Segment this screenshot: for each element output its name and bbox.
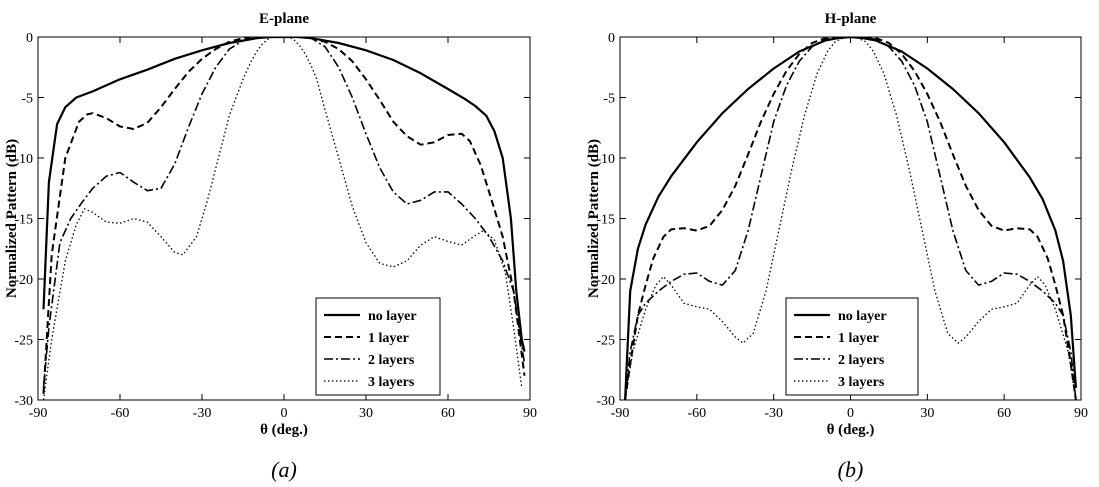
x-tick-label: 60 <box>997 406 1011 421</box>
x-tick-label: -90 <box>29 406 48 421</box>
legend-label: 2 layers <box>838 353 885 368</box>
panel-caption: (b) <box>838 457 864 482</box>
panel-h-plane: H-plane -90 -60 -30 0 30 60 90 0 -5 -10 -15 -20 -25 -3… <box>586 11 1088 482</box>
series-line-no-layer <box>42 37 526 352</box>
y-tick-label: -25 <box>14 334 33 349</box>
y-tick-label: -10 <box>14 152 33 167</box>
x-tick-label: 0 <box>847 406 854 421</box>
series-line-3-layers <box>624 37 1077 400</box>
y-tick-label: 0 <box>608 31 615 46</box>
x-tick-label: -30 <box>193 406 212 421</box>
legend-label: 1 layer <box>368 331 409 346</box>
y-tick-label: -30 <box>14 394 33 409</box>
y-tick-label: 0 <box>26 31 33 46</box>
chart-title: E-plane <box>259 11 309 27</box>
y-axis-label: Normalized Pattern (dB) <box>586 139 602 298</box>
legend-label: 1 layer <box>838 331 879 346</box>
legend-label: 3 layers <box>838 375 885 390</box>
x-tick-label: 30 <box>359 406 373 421</box>
y-tick-label: -25 <box>596 334 615 349</box>
chart-title: H-plane <box>825 11 877 27</box>
x-tick-label: 90 <box>523 406 537 421</box>
x-tick-label: 0 <box>281 406 288 421</box>
x-tick-label: -90 <box>611 406 630 421</box>
x-tick-label: 90 <box>1074 406 1088 421</box>
series-line-1-layer <box>624 37 1077 400</box>
series-line-no-layer <box>624 37 1077 400</box>
plot-area <box>37 36 531 401</box>
legend-box <box>785 297 919 396</box>
x-axis-label: θ (deg.) <box>260 422 308 438</box>
panel-e-plane: E-plane -90 -60 -30 0 30 60 90 0 -5 -10 -15 -20 -25 -3… <box>4 11 537 482</box>
legend-label: no layer <box>368 309 417 324</box>
y-tick-label: -10 <box>596 152 615 167</box>
x-axis-label: θ (deg.) <box>827 422 875 438</box>
y-tick-label: -5 <box>21 92 33 107</box>
y-tick-label: -15 <box>596 213 615 228</box>
y-tick-label: -5 <box>603 92 615 107</box>
y-tick-label: -15 <box>14 213 33 228</box>
y-tick-label: -30 <box>596 394 615 409</box>
x-tick-label: 30 <box>920 406 934 421</box>
y-axis-label: Normalized Pattern (dB) <box>4 139 20 298</box>
legend-label: 3 layers <box>368 375 415 390</box>
series-line-1-layer <box>42 37 526 394</box>
panel-caption: (a) <box>271 457 297 482</box>
x-tick-label: -60 <box>111 406 130 421</box>
y-tick-label: -20 <box>596 273 615 288</box>
legend-label: 2 layers <box>368 353 415 368</box>
series-line-2-layers <box>42 37 526 388</box>
x-tick-label: 60 <box>441 406 455 421</box>
y-tick-label: -20 <box>14 273 33 288</box>
series-line-3-layers <box>42 37 523 400</box>
x-tick-label: -30 <box>764 406 783 421</box>
x-tick-label: -60 <box>687 406 706 421</box>
legend-label: no layer <box>838 309 887 324</box>
